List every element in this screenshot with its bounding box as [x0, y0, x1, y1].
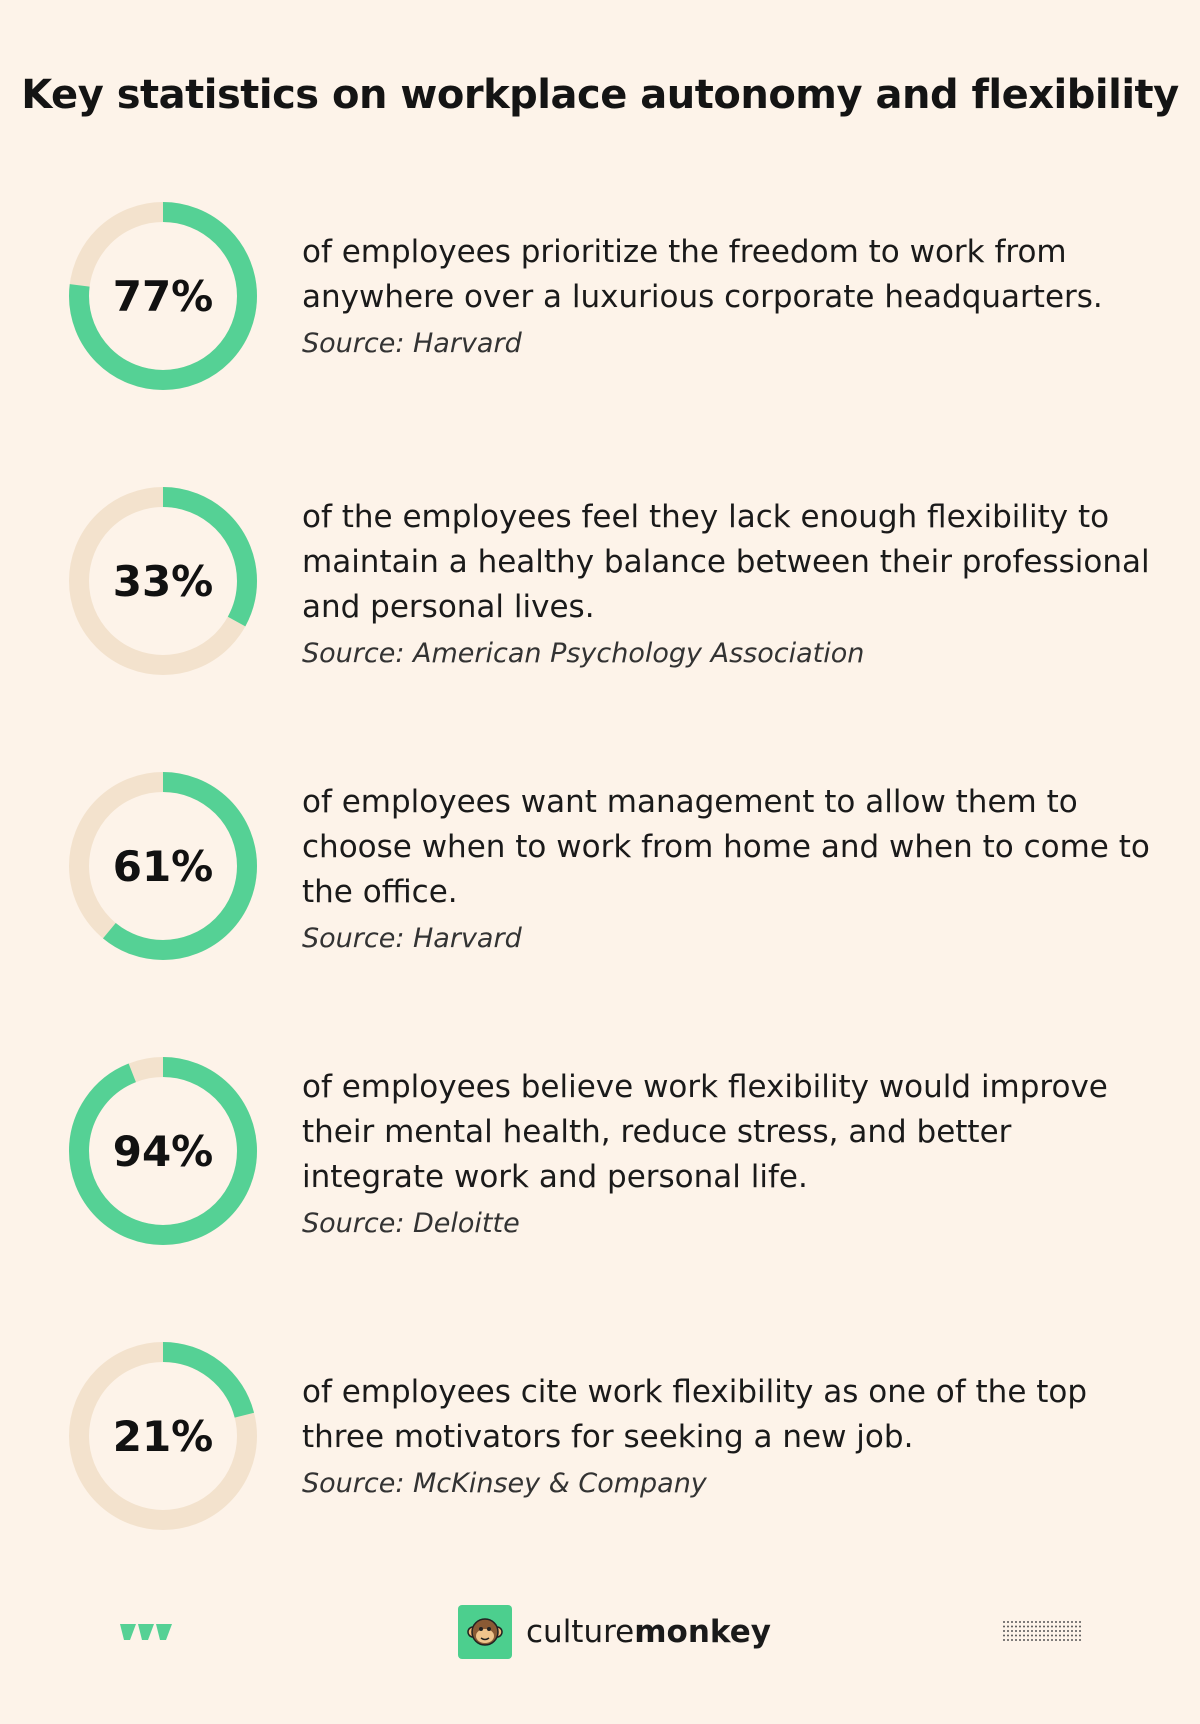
- stat-text: of employees believe work flexibility wo…: [302, 1065, 1162, 1242]
- stat-source: Source: American Psychology Association: [302, 638, 865, 669]
- stat-source: Source: Harvard: [302, 923, 522, 954]
- donut-chart: 61%: [67, 770, 259, 962]
- stat-description: of employees believe work flexibility wo…: [302, 1069, 1108, 1195]
- donut-chart: 77%: [67, 200, 259, 392]
- brand-name-bold: monkey: [634, 1614, 771, 1650]
- stat-value: 94%: [112, 1126, 214, 1176]
- stat-row: 33% of the employees feel they lack enoug…: [0, 485, 1200, 685]
- footer: culturemonkey: [0, 1600, 1200, 1664]
- stat-source: Source: McKinsey & Company: [302, 1468, 707, 1499]
- stat-value: 77%: [112, 271, 214, 321]
- donut-chart: 21%: [67, 1340, 259, 1532]
- donut-arc: [69, 1057, 257, 1245]
- brand-name: culturemonkey: [526, 1614, 771, 1650]
- donut-arc: [69, 1342, 257, 1530]
- stat-row: 94% of employees believe work flexibility…: [0, 1055, 1200, 1255]
- stat-row: 61% of employees want management to allow…: [0, 770, 1200, 970]
- stat-text: of employees want management to allow th…: [302, 780, 1162, 957]
- donut-chart: 94%: [67, 1055, 259, 1247]
- brand-name-light: culture: [526, 1614, 635, 1650]
- stat-source: Source: Deloitte: [302, 1208, 520, 1239]
- brand-logo: culturemonkey: [458, 1605, 771, 1659]
- stat-source: Source: Harvard: [302, 328, 522, 359]
- monkey-face-icon: [458, 1605, 512, 1659]
- triple-chevron-logo-icon: [120, 1622, 176, 1646]
- donut-arc: [69, 487, 257, 675]
- stat-description: of employees want management to allow th…: [302, 784, 1150, 910]
- stat-description: of employees cite work flexibility as on…: [302, 1374, 1088, 1455]
- dot-grid-icon: [1002, 1620, 1082, 1648]
- stat-text: of employees prioritize the freedom to w…: [302, 230, 1162, 362]
- donut-arc: [69, 772, 257, 960]
- stat-value: 21%: [112, 1411, 214, 1461]
- stat-value: 33%: [112, 556, 214, 606]
- stat-description: of the employees feel they lack enough f…: [302, 499, 1150, 625]
- donut-arc: [69, 202, 257, 390]
- page-title: Key statistics on workplace autonomy and…: [21, 72, 1179, 118]
- stat-text: of the employees feel they lack enough f…: [302, 495, 1162, 672]
- stat-row: 21% of employees cite work flexibility as…: [0, 1340, 1200, 1540]
- stat-row: 77% of employees prioritize the freedom t…: [0, 200, 1200, 400]
- stat-description: of employees prioritize the freedom to w…: [302, 234, 1103, 315]
- donut-chart: 33%: [67, 485, 259, 677]
- stat-text: of employees cite work flexibility as on…: [302, 1370, 1162, 1502]
- stat-value: 61%: [112, 841, 214, 891]
